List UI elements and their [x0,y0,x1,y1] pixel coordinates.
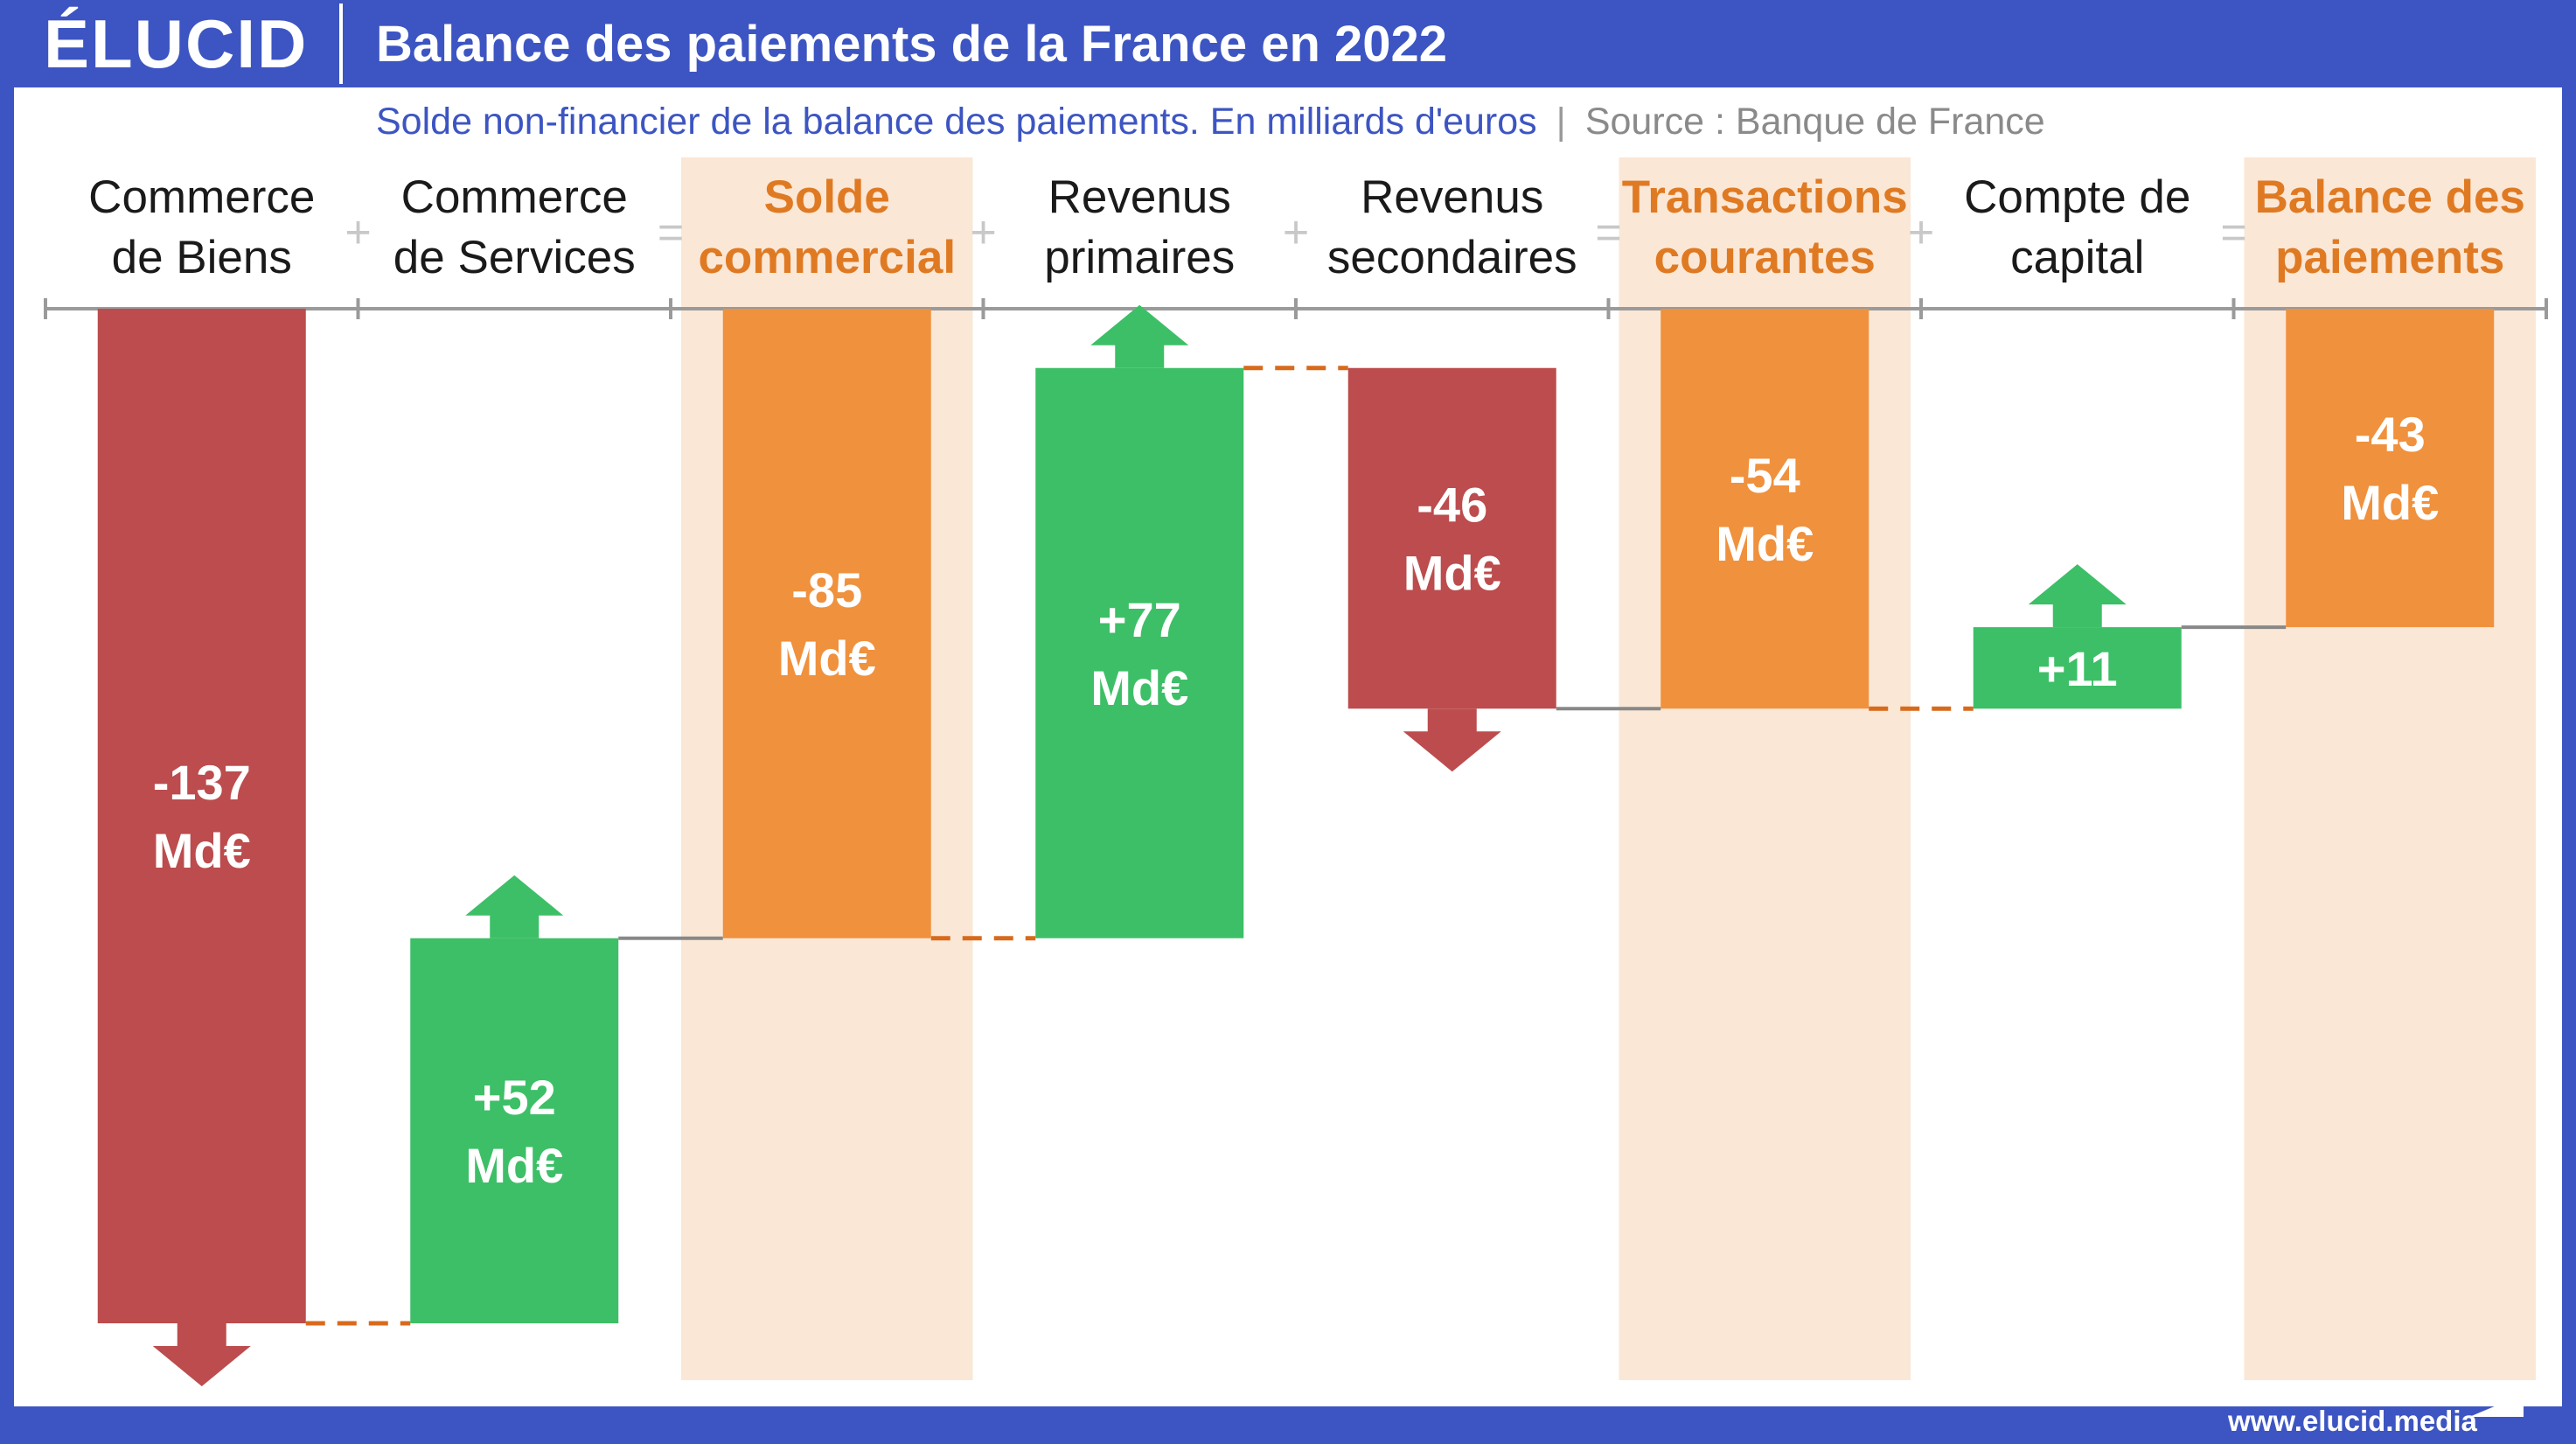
bar-value-label: +11 [2037,641,2118,696]
waterfall-bar [1347,367,1556,709]
category-label: Commerce [401,171,628,223]
bar-value-label: Md€ [2341,475,2439,530]
bar-value-label: +52 [473,1070,556,1125]
bar-value-label: +77 [1098,592,1181,647]
bar-value-label: Md€ [1403,546,1501,601]
operator-sign: = [1595,207,1621,258]
logo-separator [339,3,343,84]
footer-url[interactable]: www.elucid.media [2228,1405,2477,1437]
chart-subtitle: Solde non-financier de la balance des pa… [376,94,2045,149]
up-arrow-icon [465,875,564,938]
category-label: Compte de [1964,171,2190,223]
bar-value-label: -46 [1417,478,1487,533]
category-label: secondaires [1327,232,1577,283]
category-label: primaires [1044,232,1235,283]
category-label: Commerce [88,171,315,223]
up-arrow-icon [1090,304,1189,368]
category-label: de Services [393,232,636,283]
waterfall-bar [1660,309,1869,709]
category-label: capital [2010,232,2144,283]
category-label: de Biens [112,232,292,283]
bar-value-label: Md€ [1716,516,1814,571]
category-label: Balance des [2255,171,2525,223]
elucid-mark-icon [2469,1394,2524,1417]
waterfall-bar [410,938,619,1323]
operator-sign: + [970,207,996,258]
bar-value-label: -85 [791,562,862,617]
down-arrow-icon [152,1323,251,1386]
up-arrow-icon [2028,564,2127,628]
bar-value-label: -54 [1730,448,1800,503]
category-label: paiements [2275,232,2504,283]
subtitle-text: Solde non-financier de la balance des pa… [376,101,1537,143]
bar-value-label: Md€ [778,631,876,686]
header-bar: ÉLUCID Balance des paiements de la Franc… [0,0,2576,87]
subtitle-separator: | [1556,101,1566,143]
waterfall-bar [2286,309,2495,628]
waterfall-bar [1035,367,1244,938]
bar-value-label: Md€ [153,823,251,878]
operator-sign: = [2220,207,2246,258]
category-label: commercial [698,232,956,283]
waterfall-bar [1973,627,2182,709]
category-label: Revenus [1048,171,1231,223]
category-label: Revenus [1361,171,1543,223]
operator-sign: + [1908,207,1934,258]
operator-sign: + [1283,207,1309,258]
operator-sign: = [658,207,684,258]
waterfall-bar [97,309,306,1323]
category-label: Solde [764,171,890,223]
operator-sign: + [345,207,371,258]
bar-value-label: -43 [2355,407,2426,462]
bar-value-label: Md€ [1090,660,1188,715]
source-text: Source : Banque de France [1584,101,2045,143]
category-label: Transactions [1622,171,1908,223]
page-title: Balance des paiements de la France en 20… [376,16,1448,73]
bar-value-label: Md€ [465,1138,563,1193]
category-label: courantes [1654,232,1876,283]
bar-value-label: -137 [153,755,251,810]
down-arrow-icon [1403,708,1501,772]
elucid-logo: ÉLUCID [44,5,309,82]
waterfall-bar [722,309,931,938]
